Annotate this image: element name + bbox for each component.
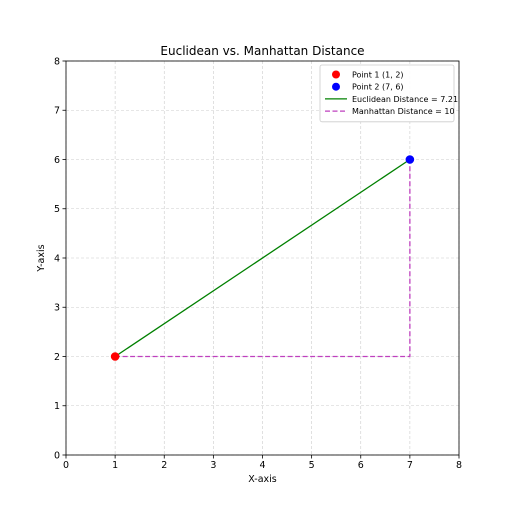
- x-tick-label: 4: [259, 460, 265, 471]
- x-tick-label: 8: [456, 460, 462, 471]
- legend-manhattan: Manhattan Distance = 10: [325, 107, 455, 116]
- x-tick-label: 7: [407, 460, 413, 471]
- point-1-marker: [110, 352, 120, 361]
- y-tick-label: 2: [54, 352, 60, 363]
- y-tick-label: 3: [54, 303, 60, 314]
- ticks: 0 1 2 3 4 5 6 7 8 0 1 2 3 4 5 6 7 8: [54, 56, 462, 471]
- legend-point-2: Point 2 (7, 6): [332, 83, 404, 92]
- x-tick-label: 3: [210, 460, 216, 471]
- legend-label: Manhattan Distance = 10: [352, 107, 455, 116]
- y-tick-label: 7: [54, 106, 60, 117]
- y-axis-label: Y-axis: [36, 244, 47, 272]
- series: [114, 158, 411, 358]
- y-tick-label: 8: [54, 56, 60, 67]
- legend-marker: [332, 70, 340, 79]
- x-axis-label: X-axis: [248, 474, 277, 485]
- y-tick-label: 0: [54, 450, 60, 461]
- x-tick-label: 0: [63, 460, 69, 471]
- x-tick-label: 5: [309, 460, 315, 471]
- legend: Point 1 (1, 2) Point 2 (7, 6) Euclidean Di…: [319, 64, 458, 123]
- manhattan-line: [115, 159, 411, 358]
- y-tick-label: 5: [54, 204, 60, 215]
- legend-label: Point 1 (1, 2): [352, 70, 404, 79]
- x-tick-label: 6: [358, 460, 364, 471]
- x-tick-label: 2: [161, 460, 167, 471]
- y-tick-label: 6: [54, 155, 60, 166]
- legend-label: Point 2 (7, 6): [352, 83, 404, 92]
- legend-box: [319, 64, 455, 123]
- point-2-marker: [405, 155, 415, 164]
- points: [110, 155, 415, 361]
- legend-marker: [332, 82, 340, 91]
- x-tick-label: 1: [112, 460, 118, 471]
- chart-title: Euclidean vs. Manhattan Distance: [160, 44, 364, 58]
- legend-euclidean: Euclidean Distance = 7.21: [325, 95, 458, 104]
- euclidean-line: [114, 158, 411, 358]
- legend-point-1: Point 1 (1, 2): [332, 70, 404, 79]
- y-tick-label: 1: [54, 401, 60, 412]
- y-tick-label: 4: [54, 253, 60, 264]
- legend-label: Euclidean Distance = 7.21: [352, 95, 458, 104]
